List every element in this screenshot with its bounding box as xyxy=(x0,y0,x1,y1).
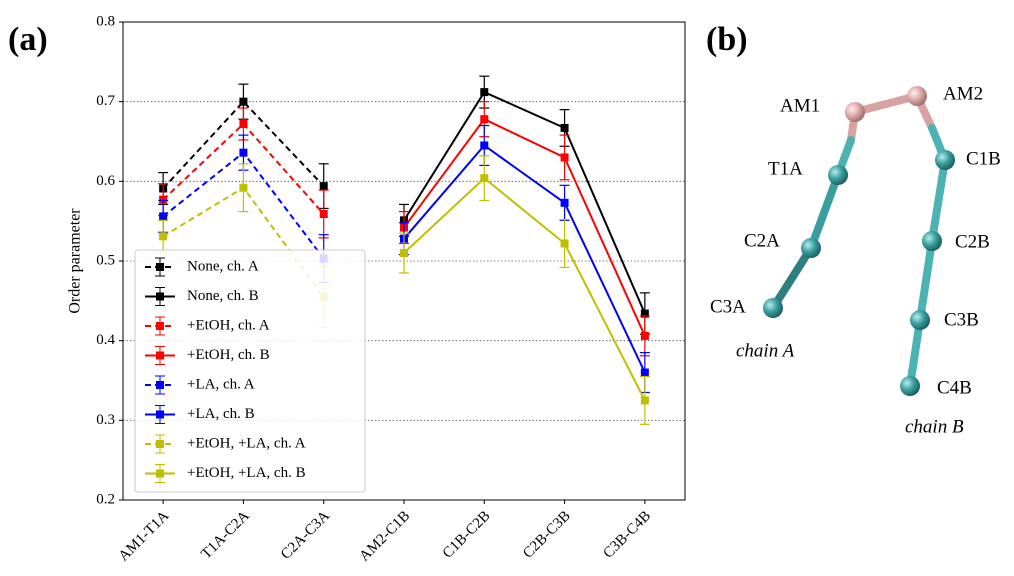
marker xyxy=(400,249,408,257)
panel-label: (b) xyxy=(706,21,748,58)
bond xyxy=(920,241,932,320)
legend-marker xyxy=(156,411,164,419)
marker xyxy=(561,153,569,161)
node-label: C1B xyxy=(966,148,1001,169)
node-label: C3A xyxy=(710,296,746,317)
series-line xyxy=(404,92,645,313)
legend-label: +EtOH, ch. B xyxy=(187,347,270,363)
atom xyxy=(922,231,942,251)
marker xyxy=(641,369,649,377)
legend-marker xyxy=(156,352,164,360)
marker xyxy=(561,199,569,207)
atom xyxy=(910,310,930,330)
legend-label: None, ch. A xyxy=(187,258,259,274)
node-label: C2A xyxy=(744,230,780,251)
marker xyxy=(480,141,488,149)
marker xyxy=(561,124,569,132)
legend-marker xyxy=(156,470,164,478)
marker xyxy=(641,396,649,404)
bond xyxy=(910,320,920,386)
atom xyxy=(935,150,955,170)
x-tick-label: C2B-C3B xyxy=(520,508,574,562)
marker xyxy=(239,149,247,157)
x-tick-label: AM1-T1A xyxy=(116,508,173,565)
chain-label: chain B xyxy=(905,416,964,437)
legend-label: +EtOH, +LA, ch. B xyxy=(187,465,306,481)
atom xyxy=(801,238,821,258)
node-label: C3B xyxy=(944,309,979,330)
y-axis-label: Order parameter xyxy=(67,208,84,314)
y-tick-label: 0.3 xyxy=(96,412,115,428)
legend-marker xyxy=(156,293,164,301)
bonds xyxy=(773,96,945,386)
y-tick-label: 0.8 xyxy=(96,13,115,29)
node-label: AM2 xyxy=(943,83,983,104)
atom xyxy=(907,86,927,106)
chain-label: chain A xyxy=(736,340,795,361)
legend-marker xyxy=(156,381,164,389)
marker xyxy=(239,120,247,128)
x-tick-label: T1A-C2A xyxy=(198,508,252,562)
plot: 0.2 0.3 0.4 0.5 0.6 0.7 0.8 AM1-T1A T1A-C2A C2A-C… xyxy=(96,13,685,564)
marker xyxy=(320,210,328,218)
marker xyxy=(480,88,488,96)
y-tick-label: 0.7 xyxy=(96,93,115,109)
legend-marker xyxy=(156,440,164,448)
bond xyxy=(811,175,838,248)
atom xyxy=(900,376,920,396)
atom xyxy=(828,165,848,185)
node-label: C2B xyxy=(955,231,990,252)
series-line xyxy=(404,178,645,400)
bond xyxy=(932,160,945,241)
legend-marker xyxy=(156,263,164,271)
marker xyxy=(239,98,247,106)
legend-label: +LA, ch. B xyxy=(187,406,255,422)
marker xyxy=(480,174,488,182)
x-tick-label: C2A-C3A xyxy=(278,508,333,563)
bond xyxy=(773,248,811,308)
node-label: AM1 xyxy=(780,95,820,116)
figure: (a) Order parameter 0.20.30.40.50.60.70.… xyxy=(0,0,1014,576)
legend-marker xyxy=(156,322,164,330)
marker xyxy=(320,182,328,190)
node-label: C4B xyxy=(937,377,972,398)
legend-label: +EtOH, +LA, ch. A xyxy=(187,435,306,451)
marker xyxy=(159,232,167,240)
node-label: T1A xyxy=(768,158,803,179)
legend-label: +LA, ch. A xyxy=(187,376,255,392)
legend: None, ch. A None, ch. B +EtOH, ch. A +EtOH,… xyxy=(135,250,365,492)
y-tick-label: 0.6 xyxy=(96,173,115,189)
legend-label: None, ch. B xyxy=(187,288,259,304)
marker xyxy=(561,239,569,247)
marker xyxy=(641,332,649,340)
legend-box xyxy=(135,250,365,492)
x-tick-label: AM2-C1B xyxy=(357,508,414,565)
y-tick-label: 0.2 xyxy=(96,491,115,507)
y-tick-label: 0.4 xyxy=(96,332,115,348)
atom xyxy=(763,298,783,318)
y-tick-label: 0.5 xyxy=(96,252,115,268)
legend-label: +EtOH, ch. A xyxy=(187,317,270,333)
x-tick-label: C3B-C4B xyxy=(600,508,654,562)
panel-label: (a) xyxy=(8,21,48,58)
marker xyxy=(159,212,167,220)
molecule-diagram: (b) AM1 AM2 T1A C2A C3A C1B C2B C3B C4B xyxy=(706,21,1001,438)
marker xyxy=(480,115,488,123)
marker xyxy=(239,184,247,192)
atom xyxy=(845,102,865,122)
x-tick-label: C1B-C2B xyxy=(440,508,494,562)
